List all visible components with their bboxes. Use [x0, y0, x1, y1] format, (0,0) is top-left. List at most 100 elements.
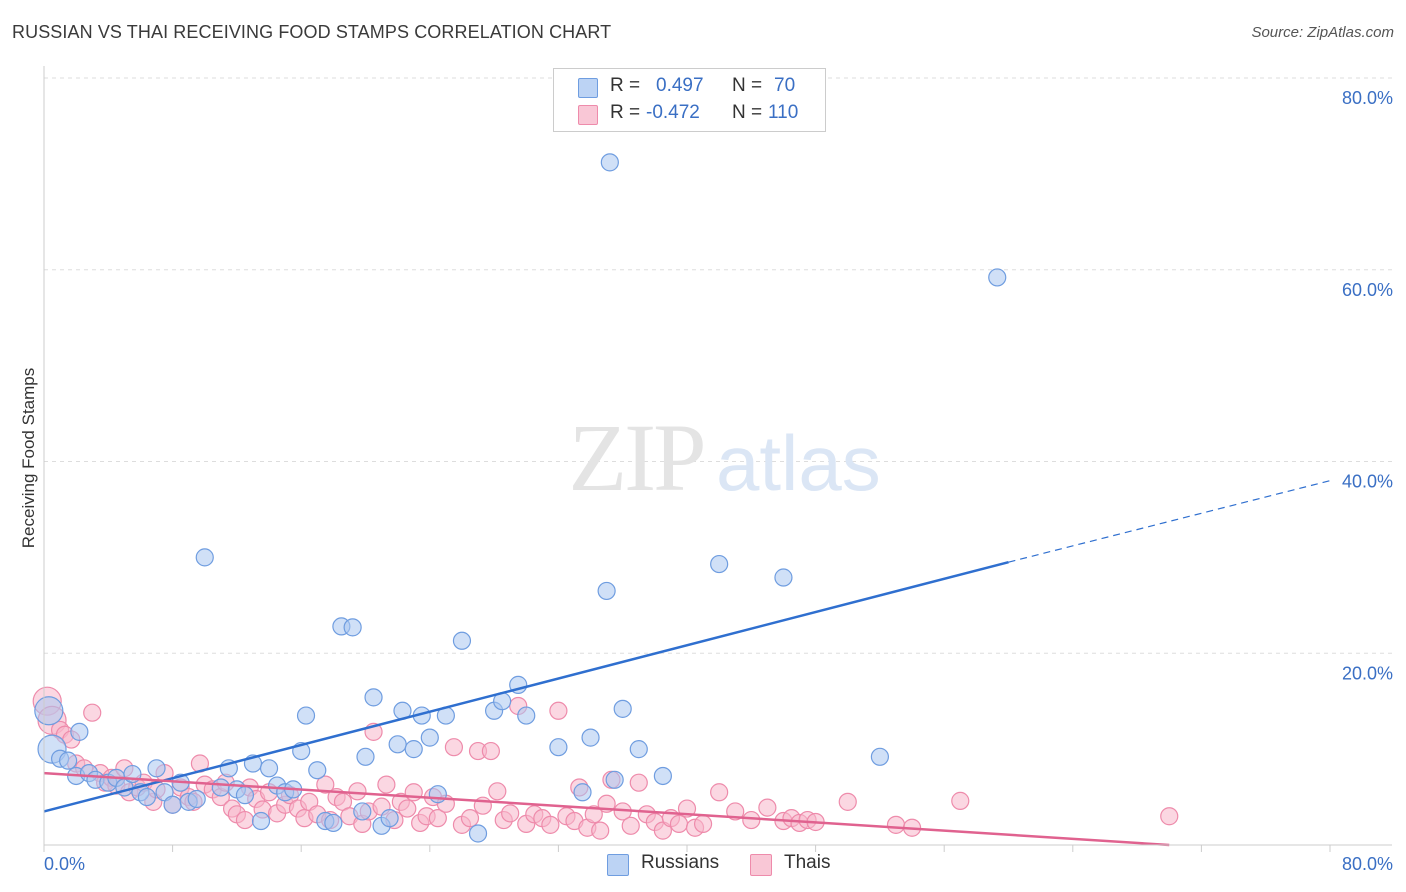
russian-point: [468, 824, 488, 843]
russian-point: [629, 740, 648, 759]
russian-point: [259, 759, 279, 778]
russian-point: [420, 728, 439, 747]
russian-point: [597, 581, 616, 601]
russian-point: [34, 696, 64, 726]
chart-title: RUSSIAN VS THAI RECEIVING FOOD STAMPS CO…: [12, 22, 612, 42]
y-tick-label: 20.0%: [1342, 663, 1393, 683]
thais-legend-label: Thais: [784, 852, 831, 873]
thai-point: [348, 782, 367, 801]
russian-point: [380, 809, 399, 828]
y-tick-label: 40.0%: [1342, 472, 1393, 492]
russian-point: [147, 759, 166, 778]
thai-point: [726, 802, 745, 821]
x-tick-label: 80.0%: [1342, 854, 1393, 874]
russians-trend-line: [43, 560, 1009, 813]
thai-point: [669, 814, 689, 834]
legend-r-label: R =: [610, 102, 641, 123]
russian-point: [774, 568, 793, 587]
thai-point: [742, 810, 761, 830]
thais-swatch: [578, 105, 598, 125]
thai-point: [377, 775, 396, 794]
russian-point: [211, 778, 230, 797]
y-axis-label: Receiving Food Stamps: [19, 368, 38, 548]
legend-n-label: N =: [732, 75, 763, 96]
russian-point: [308, 761, 327, 780]
thai-point: [235, 810, 255, 830]
thai-point: [693, 814, 713, 834]
thai-point: [460, 809, 480, 828]
thai-point: [316, 775, 335, 794]
russian-point: [137, 787, 156, 807]
russian-point: [870, 747, 890, 766]
thai-point: [398, 799, 417, 818]
russian-point: [605, 770, 624, 789]
watermark: ZIP atlas: [569, 404, 881, 511]
thai-point: [629, 773, 648, 792]
thai-point: [428, 809, 447, 828]
thai-point: [541, 815, 560, 834]
watermark-atlas: atlas: [716, 419, 881, 507]
thai-point: [481, 741, 500, 761]
russian-point: [988, 268, 1007, 287]
legend-n-value: 110: [768, 102, 799, 123]
russian-point: [428, 785, 447, 804]
russian-point: [163, 795, 182, 814]
russian-point: [613, 699, 632, 718]
source-label: Source: ZipAtlas.com: [1251, 24, 1394, 41]
thai-point: [710, 783, 729, 802]
russian-point: [452, 631, 472, 650]
russian-point: [343, 618, 362, 637]
y-tick-label: 60.0%: [1342, 280, 1393, 300]
russian-point: [653, 766, 672, 786]
axes: 20.0% 40.0% 60.0% 80.0% 0.0% 80.0%: [43, 66, 1393, 874]
russian-point: [517, 706, 536, 725]
thais-points: [32, 686, 1179, 840]
trend-lines: [43, 480, 1331, 847]
y-tick-label: 80.0%: [1342, 88, 1393, 108]
russian-point: [235, 786, 255, 805]
russians-points: [34, 153, 1007, 843]
grid-layer: [44, 77, 1392, 654]
russian-point: [549, 738, 568, 757]
thai-point: [886, 815, 906, 834]
russian-point: [296, 706, 316, 725]
russian-point: [251, 811, 271, 831]
russians-swatch: [578, 78, 598, 98]
thais-legend-swatch: [750, 854, 772, 876]
russian-point: [364, 688, 383, 707]
thai-point: [444, 738, 464, 757]
thai-point: [584, 805, 603, 824]
watermark-zip: ZIP: [569, 404, 704, 511]
russian-point: [573, 783, 592, 802]
thai-point: [838, 792, 857, 811]
thai-point: [621, 816, 640, 835]
russian-point: [356, 747, 375, 766]
thai-point: [591, 821, 610, 840]
russian-point: [600, 153, 619, 172]
stats-legend: R = 0.497 N = 70 R = -0.472 N = 110: [553, 68, 826, 132]
legend-r-value: 0.497: [656, 75, 704, 96]
russian-point: [581, 728, 600, 747]
russian-point: [710, 554, 729, 574]
russian-point: [59, 751, 78, 770]
thai-point: [83, 703, 102, 722]
russian-point: [195, 548, 214, 567]
russian-point: [187, 789, 206, 809]
thai-point: [1160, 807, 1179, 826]
x-tick-label: 0.0%: [44, 854, 85, 874]
russian-point: [388, 735, 407, 754]
legend-r-value: -0.472: [646, 102, 700, 123]
thai-point: [758, 798, 777, 817]
russian-point: [70, 722, 89, 741]
legend-n-label: N =: [732, 102, 763, 123]
thai-point: [549, 701, 568, 720]
legend-n-value: 70: [774, 75, 796, 96]
legend-r-label: R =: [610, 75, 641, 96]
russians-legend-label: Russians: [641, 852, 720, 873]
thais-trend-line: [43, 771, 1170, 847]
russian-point: [353, 802, 372, 821]
thai-point: [488, 782, 507, 801]
russian-point: [324, 813, 343, 833]
russian-point: [404, 740, 423, 759]
